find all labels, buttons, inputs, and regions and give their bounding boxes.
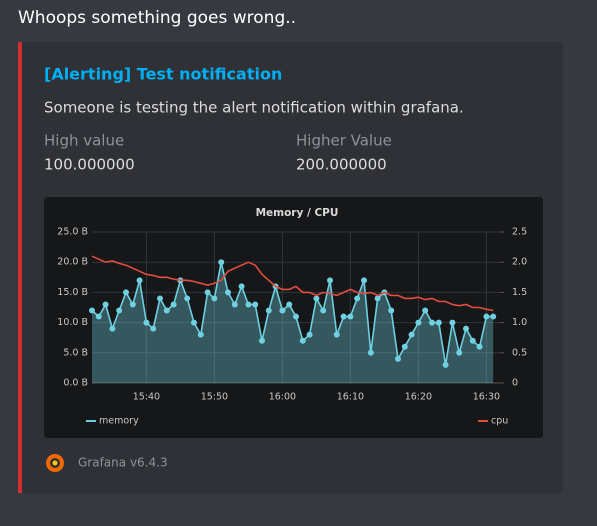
y2-tick-label: 2.0: [512, 257, 527, 268]
y-tick-label: 25.0 B: [57, 227, 88, 238]
point: [143, 319, 150, 326]
point: [238, 283, 245, 290]
point: [204, 289, 211, 296]
plot: 0.0 B 5.0 B 10.0 B 15.0 B 20.0 B 25.0 B 0 0.5 1.…: [57, 227, 527, 427]
point: [483, 313, 490, 320]
y2-tick-label: 0: [512, 378, 518, 389]
field-value: 100.000000: [44, 156, 135, 174]
x-tick-label: 16:20: [405, 392, 432, 403]
y-tick-label: 15.0 B: [57, 287, 88, 298]
y-tick-label: 5.0 B: [63, 347, 88, 358]
point: [388, 307, 395, 314]
point: [157, 295, 163, 302]
point: [408, 331, 415, 338]
point: [231, 301, 238, 308]
point: [374, 295, 381, 302]
point: [225, 289, 231, 296]
x-tick-label: 16:00: [269, 392, 296, 403]
line: [91, 255, 494, 312]
point: [354, 295, 361, 302]
x-tick-label: 15:40: [133, 392, 160, 403]
point: [211, 295, 218, 302]
point: [252, 301, 259, 308]
point: [463, 325, 469, 332]
x-tick-label: 15:50: [201, 392, 228, 403]
point: [197, 331, 204, 338]
point: [333, 331, 340, 338]
point: [184, 295, 191, 302]
y-tick-label: 0.0 B: [63, 378, 88, 389]
y2-tick-label: 1.0: [512, 317, 527, 328]
y-tick-label: 10.0 B: [57, 317, 88, 328]
point: [299, 337, 306, 344]
y-tick-label: 20.0 B: [57, 257, 88, 268]
field-name: Higher Value: [296, 132, 392, 150]
y2-tick-label: 1.5: [512, 287, 527, 298]
point: [429, 319, 435, 326]
point: [401, 343, 408, 350]
x-tick-label: 16:30: [473, 392, 500, 403]
point: [170, 301, 177, 308]
point: [490, 313, 497, 320]
point: [367, 349, 374, 356]
point: [89, 307, 95, 314]
point: [136, 277, 143, 284]
point: [286, 301, 293, 308]
message-text: Whoops something goes wrong..: [18, 8, 296, 28]
field-name: High value: [44, 132, 124, 150]
chart-title: Memory / CPU: [256, 207, 339, 219]
point: [150, 325, 157, 332]
point: [116, 307, 123, 314]
point: [109, 325, 116, 332]
embed-border: [18, 42, 22, 493]
point: [347, 313, 354, 320]
point: [320, 307, 327, 314]
legend-label: memory: [99, 416, 139, 427]
point: [123, 289, 129, 296]
point: [245, 301, 252, 308]
point: [449, 319, 456, 326]
point: [102, 301, 109, 308]
grafana-icon: [46, 454, 64, 472]
point: [415, 319, 422, 326]
x-tick-label: 16:10: [337, 392, 364, 403]
point: [163, 307, 170, 314]
point: [279, 307, 286, 314]
point: [469, 337, 476, 344]
point: [265, 307, 272, 314]
embed-title[interactable]: [Alerting] Test notification: [44, 65, 282, 84]
point: [435, 319, 442, 326]
point: [476, 343, 483, 350]
y2-tick-label: 0.5: [512, 347, 527, 358]
point: [129, 301, 136, 308]
point: [313, 295, 320, 302]
point: [442, 361, 449, 368]
point: [395, 355, 401, 362]
embed-description: Someone is testing the alert notificatio…: [44, 99, 464, 117]
point: [191, 319, 197, 326]
legend-label: cpu: [491, 416, 508, 427]
point: [422, 307, 429, 314]
point: [361, 277, 367, 284]
point: [218, 259, 225, 266]
point: [327, 277, 333, 284]
point: [456, 349, 463, 356]
point: [259, 337, 265, 344]
footer-text: Grafana v6.4.3: [78, 456, 168, 470]
point: [293, 313, 299, 320]
y2-tick-label: 2.5: [512, 227, 527, 238]
point: [340, 313, 347, 320]
point: [306, 331, 313, 338]
area: [92, 262, 494, 383]
point: [95, 313, 102, 320]
field-value: 200.000000: [296, 156, 387, 174]
